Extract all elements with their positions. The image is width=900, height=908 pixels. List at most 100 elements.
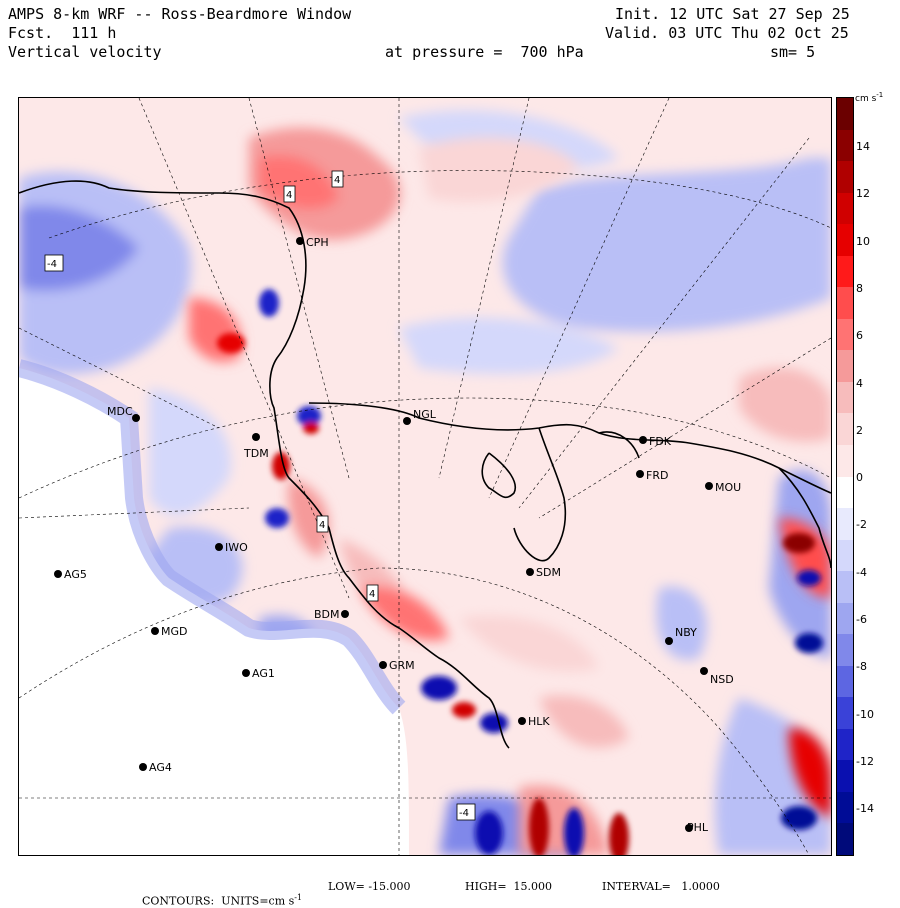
coastline [19, 180, 831, 749]
svg-text:CPH: CPH [306, 236, 329, 249]
station-mou[interactable]: MOU [705, 481, 741, 494]
footer-contours: CONTOURS: UNITS=cm s-1 [142, 893, 303, 908]
field-name: Vertical velocity [8, 43, 162, 61]
colorbar-tick-label: 0 [856, 471, 863, 485]
station-sdm[interactable]: SDM [526, 566, 561, 579]
colorbar-segment [837, 791, 853, 825]
svg-text:-4: -4 [47, 259, 57, 270]
svg-text:HLK: HLK [528, 715, 550, 728]
colorbar-tick-label: -2 [856, 518, 867, 532]
plateau-edge-field [19, 359, 406, 715]
colorbar-tick-label: -12 [856, 754, 874, 768]
colorbar-segment [837, 318, 853, 352]
colorbar-segment [837, 697, 853, 730]
contour-label: 4 [366, 584, 379, 602]
colorbar-tick-label: 8 [856, 281, 863, 295]
svg-text:4: 4 [319, 520, 325, 531]
init-time: Init. 12 UTC Sat 27 Sep 25 [615, 5, 850, 23]
svg-text:MGD: MGD [161, 625, 188, 638]
colorbar-segment [837, 508, 853, 541]
colorbar-segment [837, 161, 853, 194]
contour-label: 4 [316, 515, 329, 533]
colorbar-segment [837, 224, 853, 257]
colorbar [836, 97, 854, 856]
colorbar-tick-label: 10 [856, 234, 870, 248]
station-phl[interactable]: PHL [685, 821, 709, 834]
colorbar-segment [837, 444, 853, 478]
svg-text:SDM: SDM [536, 566, 561, 579]
contour-label: -4 [456, 803, 476, 821]
station-iwo[interactable]: IWO [215, 541, 248, 554]
colorbar-segment [837, 760, 853, 793]
colorbar-segment [837, 381, 853, 415]
colorbar-segment [837, 350, 853, 383]
station-ag5[interactable]: AG5 [54, 568, 87, 581]
station-fdk[interactable]: FDK [639, 435, 672, 448]
smoothing-value: sm= 5 [770, 43, 816, 61]
svg-text:MDC: MDC [107, 405, 133, 418]
contour-label-boxes: 4 4 -4 4 4 -4 [44, 170, 476, 821]
svg-text:FRD: FRD [646, 469, 668, 482]
station-mdc[interactable]: MDC [107, 405, 140, 422]
colorbar-segment [837, 192, 853, 226]
colorbar-segment [837, 728, 853, 762]
station-ag1[interactable]: AG1 [242, 667, 275, 680]
svg-text:GRM: GRM [389, 659, 415, 672]
svg-text:4: 4 [334, 175, 340, 186]
station-hlk[interactable]: HLK [518, 715, 550, 728]
svg-text:AG4: AG4 [149, 761, 172, 774]
forecast-hour: Fcst. 111 h [8, 24, 117, 42]
svg-text:AG1: AG1 [252, 667, 275, 680]
intense-cores [217, 289, 823, 855]
vertical-velocity-map: 4 4 -4 4 4 -4 CP [18, 97, 832, 856]
colorbar-segment [837, 287, 853, 320]
colorbar-tick-label: 14 [856, 140, 870, 153]
stations: CPH MDC NGL FDK FRD MOU TDM IWO AG5 SDM … [54, 236, 741, 834]
colorbar-tick-label: -14 [856, 802, 874, 816]
colorbar-segment [837, 413, 853, 446]
footer-interval: INTERVAL= 1.0000 [602, 880, 720, 893]
colorbar-tick-label: -8 [856, 660, 867, 674]
station-nsd[interactable]: NSD [700, 667, 734, 686]
svg-text:NGL: NGL [413, 408, 437, 421]
model-title: AMPS 8-km WRF -- Ross-Beardmore Window [8, 5, 352, 23]
station-mgd[interactable]: MGD [151, 625, 188, 638]
station-tdm[interactable]: TDM [243, 433, 269, 460]
station-ngl[interactable]: NGL [403, 408, 437, 425]
footer-low: LOW= -15.000 [328, 880, 411, 893]
colorbar-segment [837, 539, 853, 573]
valid-time: Valid. 03 UTC Thu 02 Oct 25 [605, 24, 849, 42]
station-bdm[interactable]: BDM [314, 608, 349, 621]
svg-text:TDM: TDM [243, 447, 269, 460]
station-nby[interactable]: NBY [665, 626, 697, 645]
svg-text:BDM: BDM [314, 608, 340, 621]
colorbar-segment [837, 476, 853, 510]
colorbar-segment [837, 634, 853, 667]
pressure-level: at pressure = 700 hPa [385, 43, 584, 61]
colorbar-tick-label: 6 [856, 329, 863, 343]
colorbar-segment [837, 129, 853, 163]
colorbar-unit: cm s-1 [855, 91, 884, 104]
colorbar-tick-label: 12 [856, 187, 870, 201]
station-cph[interactable]: CPH [296, 236, 329, 249]
colorbar-segment [837, 665, 853, 699]
colorbar-segment [837, 571, 853, 604]
svg-text:-4: -4 [459, 808, 469, 819]
svg-text:NSD: NSD [710, 673, 734, 686]
map-canvas: 4 4 -4 4 4 -4 CP [19, 98, 831, 855]
colorbar-segment [837, 255, 853, 289]
colorbar-segment [837, 98, 853, 131]
station-frd[interactable]: FRD [636, 469, 668, 482]
svg-text:PHL: PHL [687, 821, 709, 834]
station-grm[interactable]: GRM [379, 659, 415, 672]
svg-text:4: 4 [286, 190, 292, 201]
svg-text:FDK: FDK [649, 435, 672, 448]
colorbar-tick-label: 2 [856, 423, 863, 437]
svg-text:NBY: NBY [675, 626, 697, 639]
footer-high: HIGH= 15.000 [465, 880, 553, 893]
colorbar-tick-label: -10 [856, 707, 874, 721]
colorbar-tick-label: -6 [856, 613, 867, 626]
contour-label: 4 [331, 170, 344, 188]
station-ag4[interactable]: AG4 [139, 761, 172, 774]
svg-text:MOU: MOU [715, 481, 741, 494]
